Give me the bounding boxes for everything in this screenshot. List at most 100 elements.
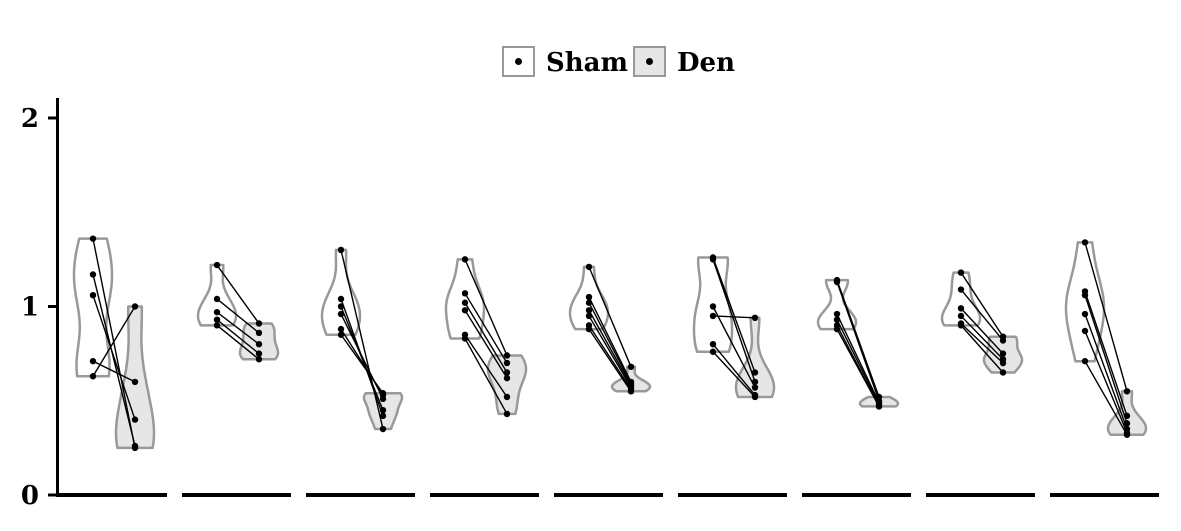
point-den bbox=[751, 378, 759, 386]
violin-sham bbox=[196, 263, 238, 327]
paired-line bbox=[712, 315, 756, 319]
point-den bbox=[379, 390, 387, 397]
point-den bbox=[875, 403, 883, 410]
paired-line bbox=[340, 334, 384, 394]
paired-line bbox=[836, 313, 880, 403]
point-den bbox=[751, 384, 759, 391]
point-sham bbox=[89, 357, 97, 365]
point-den bbox=[255, 320, 263, 327]
point-sham bbox=[1081, 310, 1089, 318]
point-sham bbox=[337, 303, 345, 310]
legend-label-den: Den bbox=[677, 48, 735, 78]
paired-line bbox=[836, 319, 880, 405]
point-sham bbox=[585, 263, 593, 271]
point-sham bbox=[1081, 357, 1089, 365]
paired-line bbox=[960, 315, 1004, 360]
paired-line bbox=[1084, 291, 1128, 417]
point-sham bbox=[833, 310, 841, 318]
point-sham bbox=[461, 307, 469, 314]
point-den bbox=[255, 356, 263, 363]
point-sham bbox=[585, 312, 593, 320]
paired-line bbox=[712, 259, 756, 383]
point-den bbox=[255, 341, 263, 348]
point-den bbox=[503, 359, 511, 367]
violin-sham bbox=[320, 248, 362, 337]
paired-line bbox=[588, 328, 632, 392]
point-den bbox=[1123, 420, 1131, 427]
point-den bbox=[131, 378, 139, 386]
point-den bbox=[255, 329, 263, 337]
paired-line bbox=[712, 306, 756, 388]
point-sham bbox=[337, 325, 345, 333]
point-den bbox=[503, 369, 511, 376]
violin-sham bbox=[444, 258, 486, 340]
y-tick-label: 1 bbox=[21, 293, 39, 323]
y-tick-label: 2 bbox=[21, 104, 39, 134]
paired-line bbox=[712, 257, 756, 373]
point-sham bbox=[709, 303, 717, 310]
point-den bbox=[999, 337, 1007, 344]
point-sham bbox=[957, 322, 965, 329]
point-sham bbox=[585, 307, 593, 314]
point-sham bbox=[1081, 327, 1089, 335]
point-den bbox=[379, 425, 387, 433]
violin-sham bbox=[816, 278, 858, 331]
point-sham bbox=[213, 295, 221, 303]
point-sham bbox=[89, 291, 97, 299]
point-sham bbox=[957, 312, 965, 320]
point-den bbox=[131, 303, 139, 310]
paired-line bbox=[216, 324, 260, 360]
legend-label-sham: Sham bbox=[546, 48, 628, 78]
point-sham bbox=[89, 373, 97, 380]
paired-line bbox=[216, 319, 260, 355]
point-sham bbox=[213, 322, 221, 329]
paired-line bbox=[712, 351, 756, 398]
point-den bbox=[999, 350, 1007, 357]
point-sham bbox=[585, 299, 593, 306]
paired-line bbox=[1084, 294, 1128, 424]
point-sham bbox=[1081, 239, 1089, 246]
paired-line bbox=[340, 306, 384, 411]
paired-line bbox=[216, 311, 260, 345]
point-den bbox=[751, 314, 759, 322]
point-sham bbox=[957, 269, 965, 276]
point-sham bbox=[337, 295, 345, 303]
point-den bbox=[627, 388, 635, 395]
point-sham bbox=[709, 256, 717, 263]
paired-line bbox=[1084, 360, 1128, 436]
paired-line bbox=[464, 309, 508, 379]
point-sham bbox=[585, 293, 593, 301]
point-den bbox=[999, 359, 1007, 367]
paired-line bbox=[1084, 242, 1128, 392]
plot-area bbox=[72, 235, 1148, 452]
point-sham bbox=[213, 316, 221, 323]
point-den bbox=[503, 393, 511, 401]
point-sham bbox=[461, 335, 469, 342]
paired-line bbox=[464, 259, 508, 356]
point-den bbox=[751, 393, 759, 401]
y-tick-label: 0 bbox=[21, 481, 39, 511]
point-den bbox=[627, 363, 635, 371]
paired-line bbox=[960, 324, 1004, 373]
point-den bbox=[503, 410, 511, 418]
point-den bbox=[379, 412, 387, 420]
violin-sham bbox=[1064, 241, 1106, 363]
point-sham bbox=[461, 256, 469, 263]
legend: Sham Den bbox=[502, 46, 735, 78]
point-den bbox=[255, 350, 263, 357]
point-sham bbox=[337, 246, 345, 254]
point-den bbox=[1123, 431, 1131, 438]
paired-line bbox=[340, 249, 384, 430]
paired-line bbox=[836, 328, 880, 407]
point-sham bbox=[833, 278, 841, 286]
point-den bbox=[379, 406, 387, 414]
point-sham bbox=[585, 325, 593, 333]
legend-key-sham bbox=[502, 46, 535, 77]
paired-line bbox=[712, 343, 756, 396]
violin-den bbox=[114, 305, 156, 450]
point-sham bbox=[709, 348, 717, 355]
paired-line bbox=[464, 302, 508, 373]
point-den bbox=[1123, 412, 1131, 420]
paired-line bbox=[836, 279, 880, 398]
